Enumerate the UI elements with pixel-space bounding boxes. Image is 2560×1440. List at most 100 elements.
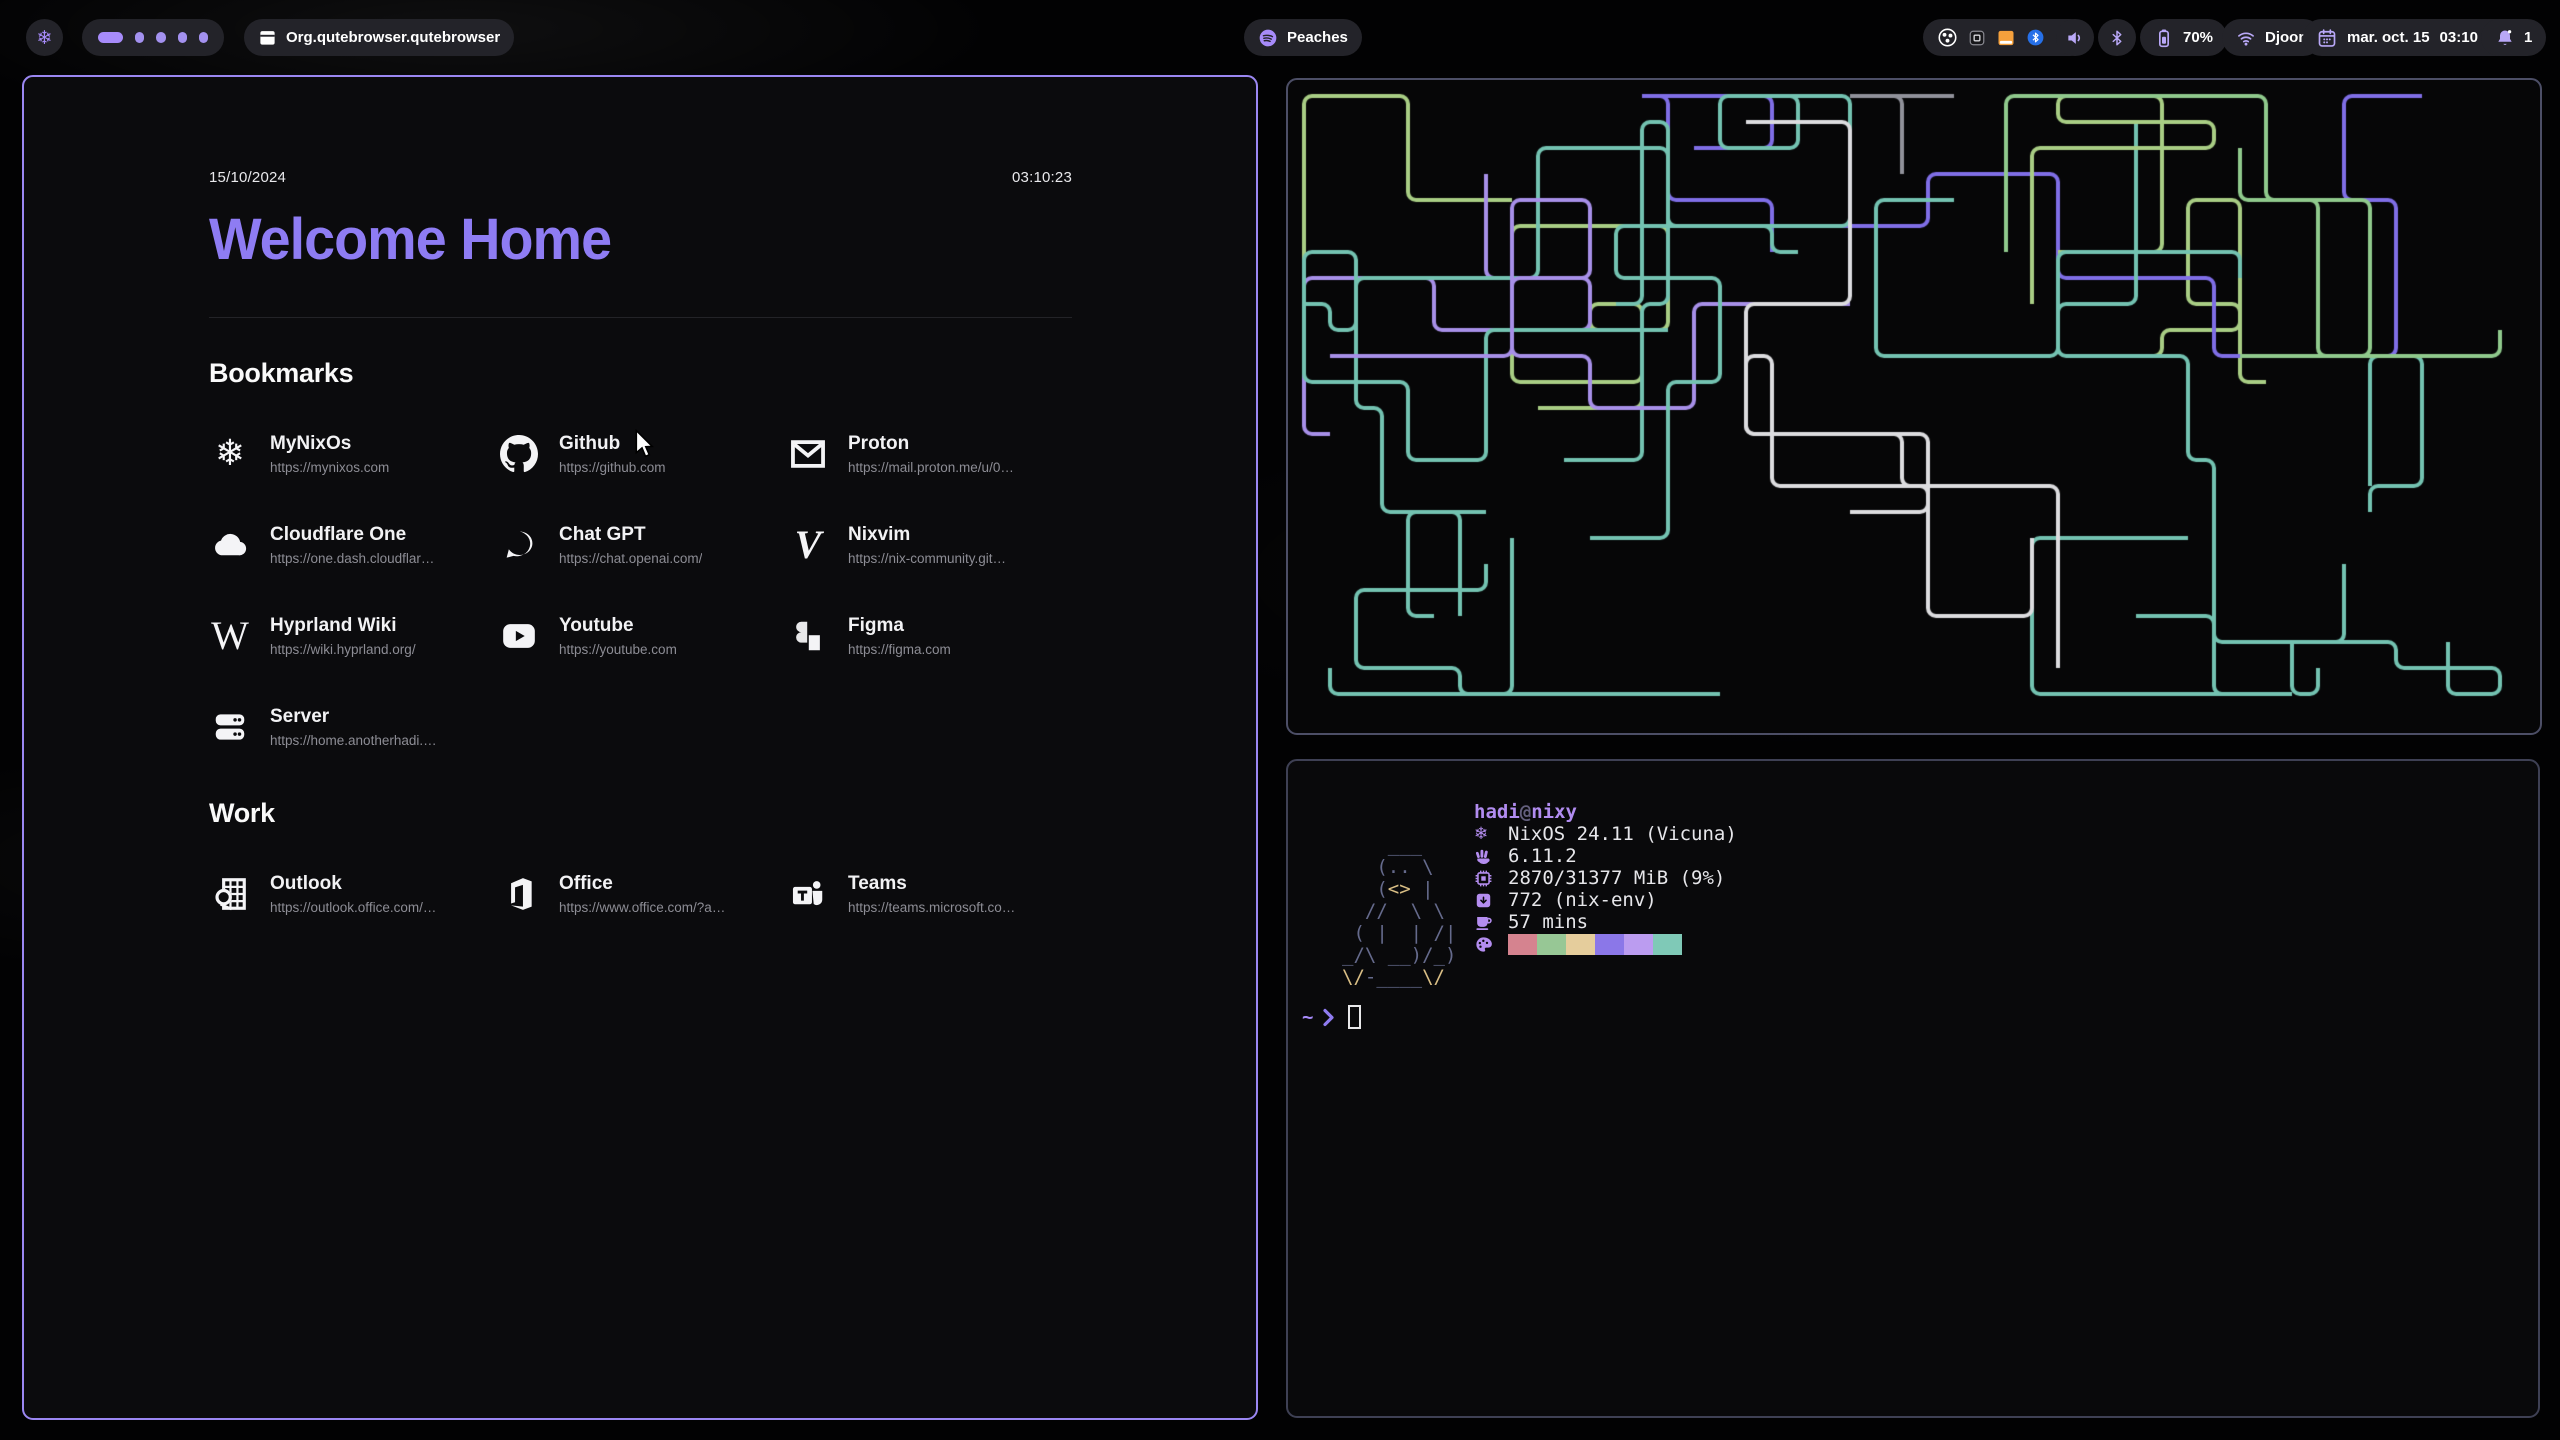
bookmark-youtube[interactable]: Youtube https://youtube.com xyxy=(498,615,787,657)
pipes-screensaver-art xyxy=(1288,80,2540,733)
nixos-menu-button[interactable]: ❄ xyxy=(26,19,63,56)
shell-prompt[interactable]: ~ xyxy=(1302,1005,1362,1029)
snowflake-icon: ❄ xyxy=(1474,824,1489,844)
fastfetch-value: 2870/31377 MiB (9%) xyxy=(1508,867,1726,889)
notification-count: 1 xyxy=(2524,29,2533,46)
kernel-icon xyxy=(1474,847,1508,866)
bookmark-name: Server xyxy=(270,706,330,728)
workspace-indicator[interactable] xyxy=(82,19,224,56)
bookmark-url: https://mynixos.com xyxy=(270,459,390,475)
prompt-cwd: ~ xyxy=(1302,1006,1314,1028)
terminal-window[interactable]: ___ (.. \ (<> | // \ \ ( | | /| _/\ __)/… xyxy=(1286,759,2540,1418)
bookmark-name: Github xyxy=(559,433,621,455)
bookmark-name: Office xyxy=(559,873,613,895)
clock-date: mar. oct. 15 xyxy=(2347,29,2430,46)
memory-icon xyxy=(1474,869,1508,888)
fastfetch-row: 772 (nix-env) xyxy=(1474,889,1737,911)
obs-icon[interactable] xyxy=(1937,27,1958,48)
media-track-label: Peaches xyxy=(1287,29,1348,46)
files-icon[interactable] xyxy=(1996,28,2016,48)
chat-bubble-icon xyxy=(498,524,540,566)
bookmark-url: https://nix-community.git… xyxy=(848,550,1007,566)
workspace-active[interactable] xyxy=(98,32,124,43)
bookmark-mynixos[interactable]: ❄ MyNixOs https://mynixos.com xyxy=(209,433,498,475)
top-bar: ❄ Org.qutebrowser.qutebrowser Peaches xyxy=(0,0,2560,60)
volume-pill[interactable] xyxy=(2056,19,2094,56)
wifi-icon xyxy=(2236,28,2256,48)
mouse-cursor xyxy=(632,428,658,464)
vim-icon: V xyxy=(794,522,822,567)
terminal-pipes-window xyxy=(1286,78,2542,735)
bookmark-office[interactable]: Office https://www.office.com/?a… xyxy=(498,873,787,915)
workspace-dot[interactable] xyxy=(135,32,145,43)
bookmark-cloudflare-one[interactable]: Cloudflare One https://one.dash.cloudfla… xyxy=(209,524,498,566)
active-window-title: Org.qutebrowser.qutebrowser xyxy=(286,29,501,46)
calendar-icon xyxy=(2317,28,2337,48)
fastfetch-value: NixOS 24.11 (Vicuna) xyxy=(1508,823,1737,845)
bookmark-teams[interactable]: Teams https://teams.microsoft.co… xyxy=(787,873,1076,915)
bookmark-url: https://github.com xyxy=(559,459,666,475)
fastfetch-user-host: hadi@nixy xyxy=(1474,801,1577,823)
bookmark-name: MyNixOs xyxy=(270,433,352,455)
section-heading: Work xyxy=(209,798,275,828)
section-work: Work Outlook https://outlook.office.com/… xyxy=(209,798,1072,915)
outlook-icon xyxy=(209,873,251,915)
bookmark-url: https://one.dash.cloudflar… xyxy=(270,550,435,566)
active-window-pill[interactable]: Org.qutebrowser.qutebrowser xyxy=(244,19,515,56)
wikipedia-icon: W xyxy=(211,613,249,658)
divider xyxy=(209,317,1072,318)
bookmark-url: https://www.office.com/?a… xyxy=(559,899,726,915)
bookmark-grid: Outlook https://outlook.office.com/… Off… xyxy=(209,873,1072,915)
bluetooth-icon[interactable] xyxy=(2026,28,2045,47)
bookmark-name: Teams xyxy=(848,873,907,895)
bookmark-url: https://wiki.hyprland.org/ xyxy=(270,641,416,657)
fastfetch-row: 57 mins xyxy=(1474,911,1737,933)
spotify-icon xyxy=(1258,28,1278,48)
bookmark-name: Chat GPT xyxy=(559,524,646,546)
bookmark-figma[interactable]: Figma https://figma.com xyxy=(787,615,1076,657)
fastfetch-row: 6.11.2 xyxy=(1474,845,1737,867)
page-title: Welcome Home xyxy=(209,207,612,272)
fastfetch-value: 6.11.2 xyxy=(1508,845,1577,867)
server-icon xyxy=(209,706,251,748)
notifications-pill[interactable]: 1 xyxy=(2481,19,2547,56)
fastfetch-ascii-logo: ___ (.. \ (<> | // \ \ ( | | /| _/\ __)/… xyxy=(1342,834,1457,988)
bookmark-url: https://chat.openai.com/ xyxy=(559,550,703,566)
browser-window-icon xyxy=(258,28,277,47)
github-icon xyxy=(498,433,540,475)
bookmark-outlook[interactable]: Outlook https://outlook.office.com/… xyxy=(209,873,498,915)
bookmark-grid: ❄ MyNixOs https://mynixos.com Github htt… xyxy=(209,433,1072,748)
bookmark-proton[interactable]: Proton https://mail.proton.me/u/0… xyxy=(787,433,1076,475)
chevron-right-icon xyxy=(1322,1008,1335,1027)
terminal-color-palette xyxy=(1508,934,1682,955)
bookmark-hyprland-wiki[interactable]: W Hyprland Wiki https://wiki.hyprland.or… xyxy=(209,615,498,657)
teams-icon xyxy=(787,873,829,915)
bookmark-name: Cloudflare One xyxy=(270,524,407,546)
battery-pill[interactable]: 70% xyxy=(2140,19,2228,56)
bookmark-name: Figma xyxy=(848,615,904,637)
mail-icon xyxy=(787,433,829,475)
bookmark-chat-gpt[interactable]: Chat GPT https://chat.openai.com/ xyxy=(498,524,787,566)
bookmark-name: Nixvim xyxy=(848,524,911,546)
palette-icon xyxy=(1474,935,1508,954)
workspace-dot[interactable] xyxy=(177,32,187,43)
bookmark-name: Hyprland Wiki xyxy=(270,615,397,637)
network-ssid: Djoon xyxy=(2265,29,2308,46)
cloud-icon xyxy=(209,524,251,566)
fastfetch-row: 2870/31377 MiB (9%) xyxy=(1474,867,1737,889)
bookmark-github[interactable]: Github https://github.com xyxy=(498,433,787,475)
figma-icon xyxy=(787,615,829,657)
qutebrowser-startpage-window: 15/10/2024 03:10:23 Welcome Home Bookmar… xyxy=(22,75,1258,1420)
keepassxc-icon[interactable] xyxy=(1968,29,1986,47)
bookmark-server[interactable]: Server https://home.anotherhadi.… xyxy=(209,706,498,748)
bluetooth-pill[interactable] xyxy=(2098,19,2136,56)
bookmark-nixvim[interactable]: V Nixvim https://nix-community.git… xyxy=(787,524,1076,566)
bookmark-name: Proton xyxy=(848,433,910,455)
section-heading: Bookmarks xyxy=(209,358,354,388)
bookmark-url: https://teams.microsoft.co… xyxy=(848,899,1016,915)
media-player-pill[interactable]: Peaches xyxy=(1244,19,1362,56)
terminal-cursor xyxy=(1348,1005,1362,1029)
workspace-dot[interactable] xyxy=(198,32,209,43)
workspace-dot[interactable] xyxy=(156,32,166,43)
